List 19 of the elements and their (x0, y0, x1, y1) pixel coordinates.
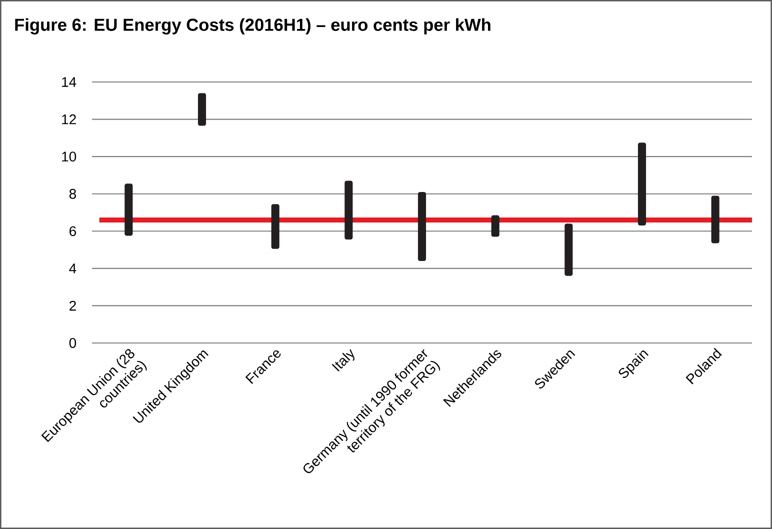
y-tick-label: 8 (69, 188, 76, 199)
chart-title: Figure 6: EU Energy Costs (2016H1) – euro cents per kWh (15, 18, 490, 34)
y-tick-label: 4 (69, 264, 76, 274)
bar (638, 142, 646, 226)
x-tick-label: Italy (332, 349, 355, 372)
y-tick-label: 14 (62, 77, 76, 87)
bar (344, 180, 353, 240)
bar (124, 184, 133, 236)
bar (271, 204, 280, 249)
y-tick-label: 10 (62, 152, 76, 162)
y-tick-label: 2 (70, 300, 76, 311)
bar (418, 192, 426, 261)
bar (491, 215, 500, 237)
y-tick-label: 6 (70, 226, 76, 236)
y-tick-label: 12 (62, 114, 76, 124)
bar (711, 196, 720, 244)
y-tick-label: 0 (69, 338, 76, 348)
bar (564, 224, 573, 276)
bar (198, 93, 206, 126)
